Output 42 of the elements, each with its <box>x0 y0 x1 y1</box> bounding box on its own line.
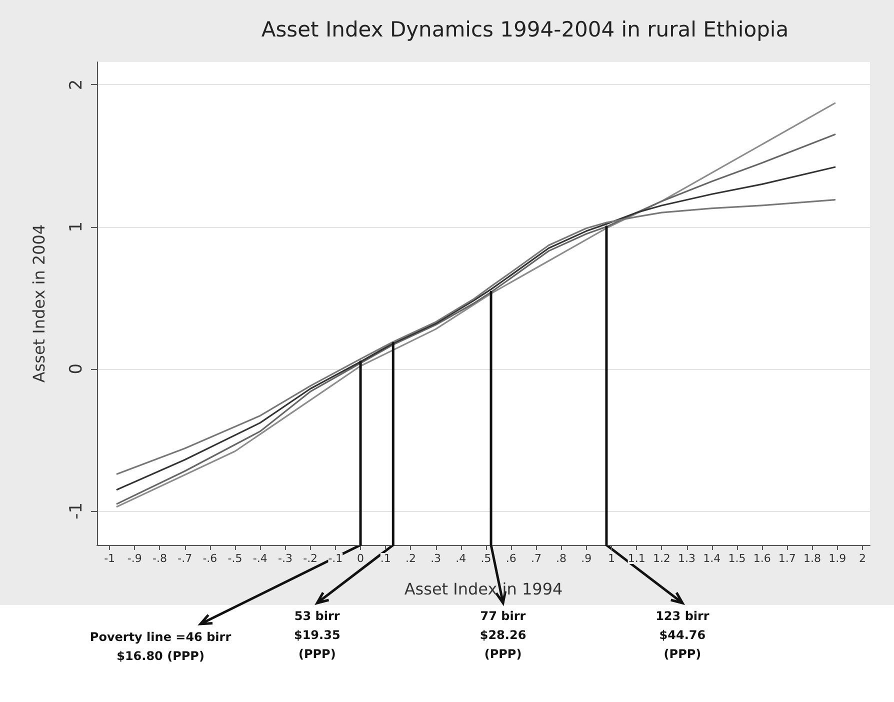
y-tick-label: 0 <box>66 363 86 374</box>
x-tick-label: -.2 <box>303 552 318 565</box>
x-tick-label: -.5 <box>228 552 242 565</box>
text: 123 birr $44.76 (PPP) <box>656 608 710 663</box>
text: Poverty line =46 birr $16.80 (PPP) <box>90 629 232 665</box>
x-axis-title: Asset Index in 1994 <box>404 580 563 598</box>
x-tick-label: .8 <box>556 552 567 565</box>
x-tick-label: .3 <box>430 552 442 565</box>
x-tick-label: 1 <box>608 552 615 565</box>
x-tick-label: -1 <box>104 552 116 565</box>
x-tick-label: 1.3 <box>678 552 696 565</box>
x-tick-label: 0 <box>357 552 364 565</box>
x-tick-label: -.9 <box>127 552 142 565</box>
x-tick-label: .5 <box>480 552 492 565</box>
x-tick-label: -.3 <box>278 552 292 565</box>
x-tick-label: -.6 <box>202 552 218 565</box>
x-tick-label: -.1 <box>328 552 343 565</box>
chart-title: Asset Index Dynamics 1994-2004 in rural Ethiopia <box>261 18 789 42</box>
text: 77 birr $28.26 (PPP) <box>480 608 526 663</box>
x-tick-label: 1.8 <box>804 552 822 565</box>
x-tick-label: 1.6 <box>753 552 771 565</box>
x-tick-label: .1 <box>380 552 391 565</box>
x-tick-label: -.7 <box>178 552 192 565</box>
x-tick-label: 1.2 <box>652 552 670 565</box>
x-tick-label: 1.7 <box>778 552 796 565</box>
x-tick-label: 1.9 <box>828 552 846 565</box>
text: 53 birr $19.35 (PPP) <box>294 608 340 663</box>
x-tick-label: -.8 <box>152 552 167 565</box>
x-tick-label: .7 <box>530 552 542 565</box>
y-tick-label: -1 <box>66 502 86 520</box>
y-tick-label: 1 <box>66 221 86 232</box>
x-tick-label: -.4 <box>252 552 268 565</box>
x-tick-label: .9 <box>581 552 592 565</box>
x-tick-label: 1.5 <box>728 552 746 565</box>
x-tick-label: .6 <box>506 552 516 565</box>
x-tick-label: .4 <box>456 552 466 565</box>
x-tick-label: 2 <box>858 552 866 565</box>
y-axis-title: Asset Index in 2004 <box>30 224 48 383</box>
x-tick-label: .2 <box>405 552 416 565</box>
y-tick-label: 2 <box>66 79 86 90</box>
x-tick-label: 1.4 <box>703 552 721 565</box>
x-tick-label: 1.1 <box>628 552 646 565</box>
